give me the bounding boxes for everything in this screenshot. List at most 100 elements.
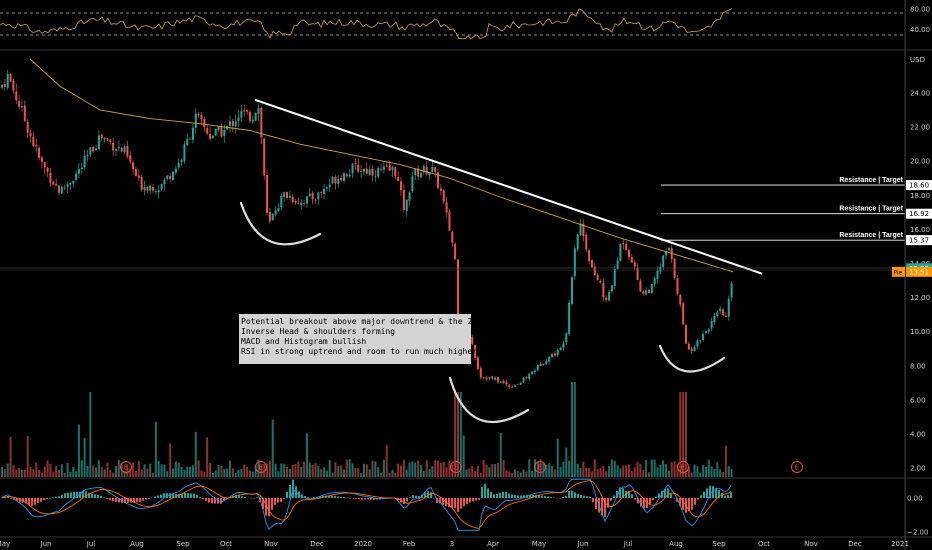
candle-body xyxy=(679,294,682,305)
macd-histogram-bar xyxy=(256,497,258,498)
price-badge xyxy=(906,208,932,219)
candle-body xyxy=(191,127,194,141)
candle-body xyxy=(351,163,354,174)
macd-histogram-bar xyxy=(613,495,615,498)
candle-body xyxy=(508,385,511,387)
earnings-marker[interactable] xyxy=(450,461,462,473)
macd-histogram-bar xyxy=(307,497,309,498)
volume-bar xyxy=(206,437,209,477)
earnings-marker[interactable] xyxy=(534,461,546,473)
macd-histogram-bar xyxy=(472,498,474,502)
volume-bar xyxy=(422,470,425,477)
volume-bar xyxy=(380,472,383,477)
time-label: Dec xyxy=(310,540,324,548)
volume-bar xyxy=(323,467,326,477)
macd-histogram-bar xyxy=(574,492,576,498)
candle-body xyxy=(380,168,383,170)
macd-histogram-bar xyxy=(349,498,351,499)
volume-bar xyxy=(707,459,710,477)
volume-bar xyxy=(357,468,360,477)
macd-histogram-bar xyxy=(73,492,75,498)
volume-bar xyxy=(89,392,92,477)
candle-body xyxy=(149,185,152,191)
volume-bar xyxy=(157,461,160,477)
macd-histogram-bar xyxy=(565,495,567,498)
candle-body xyxy=(154,190,157,192)
volume-bar xyxy=(656,467,659,477)
macd-histogram-bar xyxy=(76,491,78,498)
macd-histogram-bar xyxy=(100,495,102,498)
macd-histogram-bar xyxy=(679,498,681,506)
earnings-marker[interactable] xyxy=(677,461,689,473)
volume-bar xyxy=(274,463,277,477)
candle-body xyxy=(639,280,642,292)
volume-bar xyxy=(72,466,75,477)
earnings-marker[interactable] xyxy=(255,461,267,473)
volume-bar xyxy=(46,460,49,477)
macd-histogram-bar xyxy=(172,493,174,498)
volume-bar xyxy=(80,460,83,477)
macd-histogram-bar xyxy=(433,498,435,499)
volume-bar xyxy=(348,459,351,477)
volume-bar xyxy=(6,463,9,477)
candle-body xyxy=(183,144,186,161)
volume-bar xyxy=(52,471,55,477)
candle-body xyxy=(431,166,434,172)
volume-bar xyxy=(545,464,548,477)
volume-bar xyxy=(163,464,166,477)
volume-bar xyxy=(402,459,405,477)
candle-body xyxy=(348,174,351,177)
volume-bar xyxy=(414,462,417,477)
time-label: Sep xyxy=(712,540,726,548)
volume-bar xyxy=(388,472,391,477)
earnings-marker[interactable] xyxy=(120,461,132,473)
candle-body xyxy=(89,147,92,155)
volume-bar xyxy=(630,471,633,477)
macd-histogram-bar xyxy=(31,498,33,506)
volume-bar xyxy=(448,460,451,477)
macd-histogram-bar xyxy=(616,491,618,498)
macd-tick-label: −2.00 xyxy=(907,529,928,537)
volume-bar xyxy=(3,469,6,477)
volume-bar xyxy=(294,463,297,477)
time-label: Jun xyxy=(40,540,52,548)
volume-bar xyxy=(476,465,479,477)
time-axis[interactable]: May Jun Jul Aug Sep Oct Nov Dec 2020 Feb 3 Apr May Ju… xyxy=(0,540,909,548)
candle-body xyxy=(488,377,491,379)
candle-body xyxy=(539,363,542,367)
volume-bar xyxy=(588,468,591,477)
macd-histogram-bar xyxy=(454,498,456,509)
macd-histogram-bar xyxy=(469,498,471,503)
volume-bar xyxy=(457,392,459,477)
candle-body xyxy=(38,147,41,158)
volume-bar xyxy=(263,463,266,477)
earnings-marker[interactable] xyxy=(791,461,803,473)
volume-bar xyxy=(579,468,582,477)
macd-histogram-bar xyxy=(490,491,492,498)
candle-body xyxy=(137,175,140,178)
candle-body xyxy=(687,343,690,350)
candle-body xyxy=(494,377,497,380)
resistance-lines: Resistance | Target Resistance | Target Re… xyxy=(661,177,905,241)
macd-histogram-bar xyxy=(211,498,213,504)
candle-body xyxy=(237,117,240,121)
macd-histogram-bar xyxy=(691,498,693,510)
candle-body xyxy=(328,184,331,188)
macd-histogram-bar xyxy=(403,498,405,505)
price-tick-label: 6.00 xyxy=(910,396,926,404)
macd-histogram-bar xyxy=(361,498,363,500)
volume-bar xyxy=(40,472,43,477)
candle-body xyxy=(1,85,3,88)
candle-body xyxy=(522,377,525,383)
macd-histogram-bar xyxy=(589,496,591,498)
candle-body xyxy=(115,149,117,151)
macd-histogram-bar xyxy=(136,498,138,503)
candle-body xyxy=(211,135,214,138)
candle-body xyxy=(496,377,499,383)
macd-histogram-bar xyxy=(364,498,366,500)
price-tick-label: 18.00 xyxy=(910,192,930,200)
candle-body xyxy=(55,183,58,186)
price-tick-label: 16.00 xyxy=(910,226,930,234)
